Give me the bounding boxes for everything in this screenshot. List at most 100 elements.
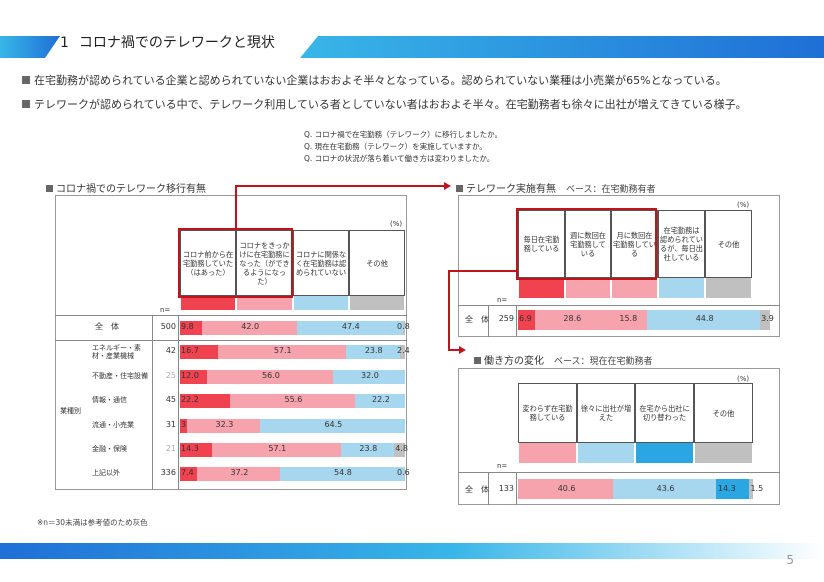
- chart3-header-cell: その他: [694, 383, 753, 443]
- chart1-bar-segment: [259, 419, 405, 433]
- chart1-row-label: 上記以外: [92, 469, 120, 477]
- chart1-bar-segment: [340, 443, 395, 457]
- connector-line: [448, 270, 450, 350]
- chart1-bar-segment: [180, 345, 218, 359]
- bullet-1: 在宅勤務が認められている企業と認められていない企業はおおよそ半々となっている。認…: [22, 72, 727, 88]
- question-1: Q. コロナ禍で在宅勤務（テレワーク）に移行しましたか。: [304, 130, 503, 139]
- chart1-divider: [152, 316, 153, 490]
- chart1-legend-swatch: [350, 296, 404, 310]
- chart1-bar-segment: [403, 321, 405, 335]
- chart3-data-label: 40.6: [557, 484, 576, 493]
- chart1-bar-segment: [212, 443, 341, 457]
- chart2-header-cell: その他: [705, 210, 752, 278]
- chart2-data-label: 15.8: [619, 314, 638, 323]
- chart3-data-label: 14.3: [717, 484, 736, 493]
- chart1-data-label: 23.8: [364, 346, 383, 355]
- chart2-frame: [458, 195, 780, 337]
- connector-line: [448, 349, 460, 351]
- chart3-divider: [516, 472, 517, 505]
- chart3-data-label: 43.6: [656, 484, 675, 493]
- chart1-data-label: 56.0: [262, 371, 280, 380]
- chart1-header-label: コロナをきっかけに在宅勤務になった（ができるようになった）: [239, 240, 290, 286]
- chart3-header-label: その他: [712, 408, 735, 418]
- chart2-divider: [516, 305, 517, 337]
- chart1-bar-segment: [403, 467, 405, 481]
- chart2-bar-segment: [760, 310, 770, 330]
- chart1-title: コロナ禍でのテレワーク移行有無: [46, 180, 206, 195]
- page-title-text: コロナ禍でのテレワークと現状: [78, 35, 275, 51]
- chart2-bar-segment: [647, 310, 761, 330]
- chart1-header-cell: コロナ前から在宅勤務していた（はあった）: [180, 230, 236, 296]
- chart1-divider: [55, 340, 407, 341]
- chart2-legend-swatch: [519, 278, 564, 298]
- chart2-n-label: n=: [497, 296, 508, 304]
- chart3-divider: [458, 472, 780, 473]
- chart1-data-label: 32.3: [215, 420, 234, 429]
- chart2-n-value: 259: [498, 314, 514, 323]
- chart3-header-label: 在宅から出社に切り替わった: [639, 404, 690, 422]
- chart2-legend-swatch: [659, 278, 704, 298]
- chart2-header-label: 月に数回在宅勤務している: [613, 230, 656, 258]
- page-title: 1 コロナ禍でのテレワークと現状: [60, 32, 275, 52]
- chart1-bar-segment: [355, 394, 405, 408]
- chart1-data-label: 37.2: [230, 468, 249, 477]
- chart1-data-label: 22.2: [372, 395, 390, 404]
- chart2-bar-segment: [535, 310, 608, 330]
- chart1-data-label: 12.0: [181, 371, 199, 380]
- chart1-divider: [178, 316, 179, 490]
- chart1-bar-segment: [202, 321, 297, 335]
- question-2: Q. 現在在宅勤務（テレワーク）を実施していますか。: [304, 142, 487, 151]
- chart1-legend-swatch: [237, 296, 292, 310]
- page-number: 5: [786, 553, 794, 567]
- chart3-title: 働き方の変化 ベース：現在在宅勤務者: [474, 352, 653, 367]
- chart2-legend-swatch: [566, 278, 610, 298]
- connector-line: [448, 270, 516, 272]
- chart1-data-label: 9.8: [181, 322, 194, 331]
- chart3-header-cell: 在宅から出社に切り替わった: [635, 383, 694, 443]
- bullet-square-icon: [22, 76, 30, 84]
- chart1-data-label: 54.8: [334, 468, 352, 477]
- chart2-legend-swatch: [706, 278, 751, 298]
- chart1-n-value: 42: [165, 346, 176, 355]
- chart1-legend-swatch: [181, 296, 235, 310]
- chart1-data-label: 14.3: [181, 444, 199, 453]
- chart2-header-label: 毎日在宅勤務している: [523, 235, 560, 253]
- chart1-bar-segment: [180, 467, 197, 481]
- chart1-data-label: 22.2: [181, 395, 199, 404]
- question-3: Q. コロナの状況が落ち着いて働き方は変わりましたか。: [304, 154, 495, 163]
- chart1-data-label: 57.1: [273, 346, 292, 355]
- chart3-row-label: 全 体: [465, 485, 489, 494]
- connector-line: [235, 185, 445, 187]
- chart2-header-label: 在宅勤務は認められているが、毎日出社している: [660, 226, 703, 262]
- chart1-frame: [55, 195, 407, 490]
- chart2-data-label: 6.9: [519, 314, 532, 323]
- chart2-header-cell: 週に数回在宅勤務している: [565, 210, 611, 278]
- chart1-bar-segment: [346, 345, 400, 359]
- chart3-legend-swatch: [519, 443, 576, 463]
- chart1-header-cell: コロナをきっかけに在宅勤務になった（ができるようになった）: [236, 230, 293, 296]
- title-square-icon: [474, 357, 481, 364]
- chart1-data-label: 4.8: [395, 444, 408, 453]
- chart1-n-value: 25: [165, 371, 176, 380]
- chart1-data-label: 16.7: [181, 346, 199, 355]
- chart1-bar-segment: [399, 345, 405, 359]
- chart3-legend-swatch: [578, 443, 634, 463]
- chart2-header-cell: 在宅勤務は認められているが、毎日出社している: [658, 210, 705, 278]
- chart2-header-cell: 毎日在宅勤務している: [518, 210, 565, 278]
- chart3-header-label: 変わらず在宅勤務している: [522, 404, 573, 422]
- chart2-bar-segment: [607, 310, 648, 330]
- chart1-row-label: 金融・保険: [92, 445, 127, 453]
- section-number: 1: [60, 35, 69, 51]
- chart3-bar-segment: [613, 479, 716, 499]
- bullet-square-icon: [22, 100, 30, 108]
- chart1-data-label: 2.4: [397, 346, 410, 355]
- chart1-n-value: 31: [165, 420, 176, 429]
- chart1-bar-segment: [187, 419, 260, 433]
- chart1-row-label: エネルギー・素材・産業機械: [92, 344, 141, 360]
- chart3-header-label: 徐々に出社が増えた: [580, 404, 632, 422]
- chart1-bar-segment: [229, 394, 356, 408]
- chart2-data-label: 28.6: [563, 314, 582, 323]
- chart3-data-label: 1.5: [750, 484, 764, 493]
- chart1-bar-segment: [180, 394, 230, 408]
- chart3-frame: [458, 368, 780, 505]
